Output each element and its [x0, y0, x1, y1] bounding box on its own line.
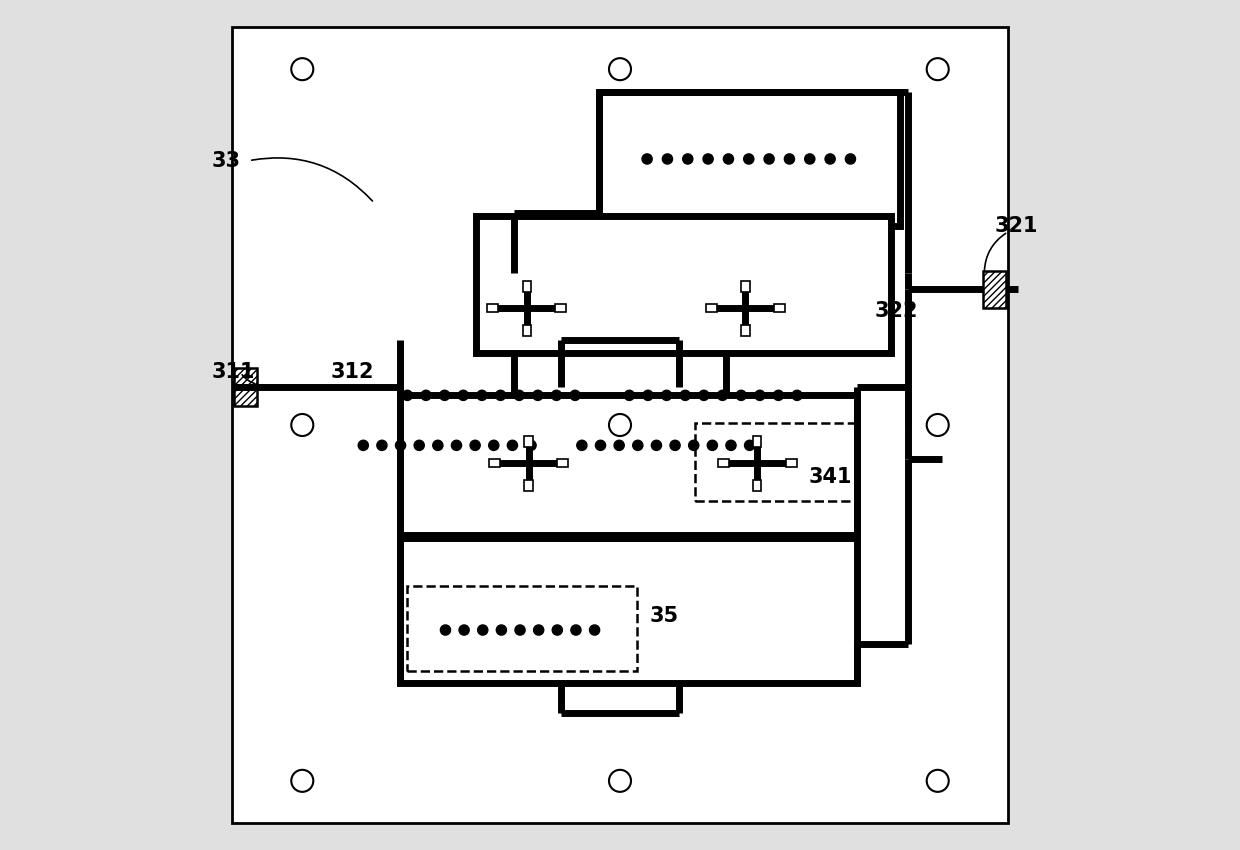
- Circle shape: [744, 440, 755, 450]
- Text: 311: 311: [212, 362, 255, 382]
- Circle shape: [744, 154, 754, 164]
- Text: 341: 341: [808, 467, 852, 486]
- Circle shape: [707, 440, 718, 450]
- Circle shape: [420, 390, 432, 400]
- Circle shape: [414, 440, 424, 450]
- Circle shape: [725, 440, 737, 450]
- Circle shape: [614, 440, 624, 450]
- Text: 33: 33: [212, 150, 241, 171]
- Circle shape: [515, 625, 525, 635]
- Bar: [753, 435, 761, 446]
- Circle shape: [670, 440, 681, 450]
- Text: 35: 35: [650, 605, 678, 626]
- Bar: [753, 479, 761, 490]
- Circle shape: [439, 390, 450, 400]
- Circle shape: [470, 440, 480, 450]
- Circle shape: [451, 440, 461, 450]
- Circle shape: [533, 625, 544, 635]
- Circle shape: [533, 390, 543, 400]
- Text: 322: 322: [874, 301, 918, 320]
- Bar: [774, 303, 785, 312]
- Circle shape: [805, 154, 815, 164]
- Bar: [407, 586, 637, 671]
- Circle shape: [595, 440, 605, 450]
- Circle shape: [792, 390, 802, 400]
- Circle shape: [737, 390, 746, 400]
- Bar: [489, 459, 500, 468]
- Circle shape: [624, 390, 635, 400]
- Circle shape: [718, 390, 728, 400]
- Circle shape: [489, 440, 498, 450]
- Circle shape: [688, 440, 699, 450]
- Circle shape: [723, 154, 734, 164]
- Text: 312: 312: [330, 362, 373, 382]
- Circle shape: [846, 154, 856, 164]
- Circle shape: [459, 390, 469, 400]
- Circle shape: [440, 625, 450, 635]
- Circle shape: [526, 440, 536, 450]
- Text: 321: 321: [994, 216, 1038, 235]
- Bar: [399, 395, 857, 536]
- Circle shape: [632, 440, 642, 450]
- Circle shape: [785, 154, 795, 164]
- Circle shape: [774, 390, 784, 400]
- Bar: [557, 459, 568, 468]
- Circle shape: [552, 390, 562, 400]
- Circle shape: [477, 390, 487, 400]
- Bar: [694, 423, 856, 502]
- Circle shape: [662, 154, 672, 164]
- Bar: [742, 325, 750, 336]
- Circle shape: [496, 390, 506, 400]
- Circle shape: [755, 390, 765, 400]
- Bar: [742, 280, 750, 292]
- Circle shape: [459, 625, 469, 635]
- Circle shape: [552, 625, 563, 635]
- Circle shape: [570, 390, 580, 400]
- Bar: [706, 303, 717, 312]
- Circle shape: [764, 154, 774, 164]
- Bar: [556, 303, 567, 312]
- Circle shape: [642, 154, 652, 164]
- Bar: [522, 325, 531, 336]
- Circle shape: [377, 440, 387, 450]
- Bar: [233, 368, 258, 405]
- Bar: [525, 435, 533, 446]
- Circle shape: [589, 625, 600, 635]
- Circle shape: [577, 440, 587, 450]
- Circle shape: [683, 154, 693, 164]
- Bar: [399, 538, 857, 683]
- Bar: [786, 459, 796, 468]
- Circle shape: [703, 154, 713, 164]
- Circle shape: [661, 390, 672, 400]
- Circle shape: [515, 390, 525, 400]
- Circle shape: [825, 154, 836, 164]
- Bar: [525, 479, 533, 490]
- Circle shape: [402, 390, 413, 400]
- Circle shape: [396, 440, 405, 450]
- Circle shape: [699, 390, 709, 400]
- Bar: [487, 303, 498, 312]
- Circle shape: [507, 440, 517, 450]
- Bar: [522, 280, 531, 292]
- Circle shape: [496, 625, 506, 635]
- Bar: [599, 92, 899, 226]
- Circle shape: [477, 625, 487, 635]
- Circle shape: [642, 390, 653, 400]
- Circle shape: [433, 440, 443, 450]
- Circle shape: [651, 440, 661, 450]
- Circle shape: [358, 440, 368, 450]
- Bar: [718, 459, 729, 468]
- Bar: [982, 271, 1007, 308]
- Bar: [476, 216, 892, 353]
- Circle shape: [570, 625, 582, 635]
- Circle shape: [681, 390, 691, 400]
